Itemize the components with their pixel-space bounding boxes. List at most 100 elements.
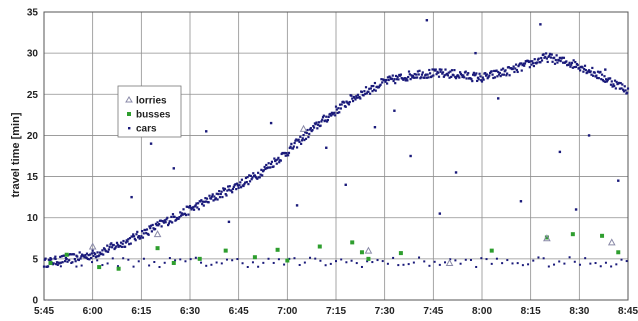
car-point <box>569 65 572 68</box>
car-point <box>226 189 229 192</box>
car-point <box>545 57 548 60</box>
car-point <box>128 237 132 240</box>
car-point <box>153 260 156 263</box>
car-point <box>87 254 90 257</box>
car-point <box>66 260 69 263</box>
car-point <box>619 81 622 85</box>
car-point <box>514 67 517 70</box>
car-point <box>579 69 582 72</box>
car-point <box>596 76 599 80</box>
car-point <box>277 258 280 261</box>
car-point <box>119 244 122 248</box>
car-point <box>343 101 346 104</box>
car-point <box>317 121 321 124</box>
car-point <box>574 65 578 68</box>
car-point <box>230 189 233 192</box>
car-point <box>148 225 151 228</box>
car-point <box>594 262 597 265</box>
bus-point <box>317 244 322 249</box>
car-point <box>597 77 600 80</box>
car-point <box>394 74 398 78</box>
car-point <box>477 78 480 81</box>
car-point <box>562 61 565 64</box>
car-point <box>236 184 239 187</box>
car-point <box>56 263 59 266</box>
car-point <box>140 235 143 238</box>
car-point <box>251 261 254 264</box>
car-point <box>181 213 184 216</box>
car-point <box>421 71 424 74</box>
car-point <box>59 255 62 259</box>
car-point <box>367 90 370 93</box>
plot-border <box>43 11 629 301</box>
car-point <box>402 263 405 266</box>
car-point <box>350 259 353 262</box>
car-point <box>186 205 189 208</box>
car-point <box>78 251 81 254</box>
car-point <box>433 260 436 263</box>
car-point <box>214 197 218 200</box>
car-point <box>270 162 273 166</box>
car-point <box>171 213 175 216</box>
car-point <box>533 58 536 61</box>
car-point <box>320 120 323 123</box>
car-point <box>204 197 207 200</box>
car-point <box>192 208 196 211</box>
car-point <box>240 186 243 189</box>
car-point <box>316 127 319 130</box>
car-point <box>266 166 269 169</box>
car-point <box>497 70 500 74</box>
car-point <box>411 74 415 78</box>
car-point <box>142 257 145 260</box>
car-point <box>521 264 524 267</box>
car-point <box>596 70 600 73</box>
car-point <box>158 222 161 226</box>
car-point <box>222 189 226 192</box>
car-point <box>260 168 263 171</box>
car-point <box>171 221 174 224</box>
car-point <box>495 69 498 72</box>
car-point <box>333 111 336 114</box>
car-point <box>288 146 291 150</box>
car-point <box>404 79 407 82</box>
car-point <box>227 185 230 188</box>
car-point <box>329 262 332 265</box>
car-point <box>555 54 558 57</box>
car-point <box>574 208 578 211</box>
car-point <box>297 138 300 141</box>
car-point <box>228 185 231 188</box>
car-point <box>74 260 77 263</box>
car-point <box>337 107 340 110</box>
car-point <box>102 253 105 256</box>
car-point <box>264 167 267 171</box>
car-point <box>257 265 260 268</box>
car-point <box>391 74 394 77</box>
bus-point <box>600 233 605 238</box>
car-point <box>106 244 109 247</box>
car-point <box>626 91 629 94</box>
car-point <box>306 128 309 132</box>
car-point <box>238 184 241 187</box>
car-point <box>405 77 408 80</box>
car-point <box>412 76 415 79</box>
car-point <box>96 259 99 262</box>
car-point <box>162 221 166 224</box>
car-point <box>471 73 475 76</box>
x-tick-label: 8:45 <box>618 306 638 317</box>
car-point <box>531 60 534 63</box>
car-point <box>205 264 208 267</box>
car-point <box>355 262 358 265</box>
bus-point <box>171 260 176 265</box>
car-point <box>108 245 111 249</box>
car-point <box>460 73 463 77</box>
car-point <box>457 75 460 78</box>
car-point <box>625 260 628 263</box>
car-point <box>156 221 159 224</box>
car-point <box>437 71 440 74</box>
car-point <box>622 88 625 91</box>
legend: lorries busses cars <box>117 85 182 138</box>
car-point <box>83 256 86 259</box>
car-point <box>572 59 575 62</box>
car-point <box>155 224 158 227</box>
car-point <box>604 68 607 71</box>
